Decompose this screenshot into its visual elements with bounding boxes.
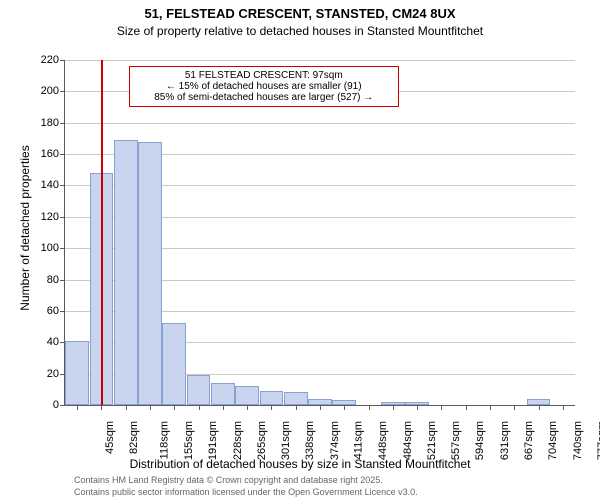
- annotation-line1: 51 FELSTEAD CRESCENT: 97sqm: [136, 70, 392, 81]
- footer-line1: Contains HM Land Registry data © Crown c…: [74, 475, 383, 485]
- xtick-mark: [150, 405, 151, 410]
- xtick-label: 521sqm: [426, 421, 438, 460]
- xtick-mark: [466, 405, 467, 410]
- xtick-mark: [539, 405, 540, 410]
- xtick-label: 191sqm: [207, 421, 219, 460]
- xtick-label: 667sqm: [523, 421, 535, 460]
- x-axis-label: Distribution of detached houses by size …: [0, 457, 600, 471]
- xtick-mark: [417, 405, 418, 410]
- xtick-label: 777sqm: [596, 421, 600, 460]
- annotation-line3: 85% of semi-detached houses are larger (…: [136, 92, 392, 103]
- xtick-mark: [174, 405, 175, 410]
- chart-container: 51, FELSTEAD CRESCENT, STANSTED, CM24 8U…: [0, 0, 600, 500]
- xtick-label: 118sqm: [158, 421, 170, 459]
- annotation-box: 51 FELSTEAD CRESCENT: 97sqm← 15% of deta…: [129, 66, 399, 107]
- histogram-bar: [211, 383, 235, 405]
- y-axis-label: Number of detached properties: [18, 128, 32, 328]
- histogram-bar: [114, 140, 138, 405]
- histogram-bar: [187, 375, 211, 405]
- xtick-mark: [247, 405, 248, 410]
- ytick-mark: [60, 60, 65, 61]
- annotation-line2: ← 15% of detached houses are smaller (91…: [136, 81, 392, 92]
- xtick-label: 338sqm: [305, 421, 317, 460]
- ytick-mark: [60, 91, 65, 92]
- xtick-label: 557sqm: [450, 421, 462, 460]
- xtick-mark: [393, 405, 394, 410]
- xtick-label: 228sqm: [232, 421, 244, 460]
- xtick-mark: [490, 405, 491, 410]
- xtick-label: 704sqm: [547, 421, 559, 460]
- xtick-label: 411sqm: [352, 421, 364, 459]
- xtick-mark: [126, 405, 127, 410]
- xtick-mark: [199, 405, 200, 410]
- xtick-mark: [320, 405, 321, 410]
- xtick-label: 301sqm: [280, 421, 292, 460]
- ytick-mark: [60, 280, 65, 281]
- xtick-label: 82sqm: [128, 421, 140, 454]
- xtick-mark: [101, 405, 102, 410]
- xtick-label: 740sqm: [572, 421, 584, 460]
- histogram-bar: [138, 142, 162, 405]
- ytick-mark: [60, 185, 65, 186]
- histogram-bar: [260, 391, 284, 405]
- histogram-bar: [65, 341, 89, 405]
- ytick-mark: [60, 217, 65, 218]
- xtick-label: 484sqm: [402, 421, 414, 460]
- xtick-mark: [223, 405, 224, 410]
- xtick-mark: [344, 405, 345, 410]
- xtick-label: 374sqm: [329, 421, 341, 460]
- plot-area: 02040608010012014016018020022045sqm82sqm…: [64, 60, 575, 406]
- xtick-label: 155sqm: [183, 421, 195, 460]
- xtick-label: 631sqm: [499, 421, 511, 460]
- xtick-mark: [514, 405, 515, 410]
- ytick-mark: [60, 123, 65, 124]
- histogram-bar: [235, 386, 259, 405]
- xtick-label: 594sqm: [475, 421, 487, 460]
- xtick-label: 448sqm: [377, 421, 389, 460]
- histogram-bar: [284, 392, 308, 405]
- xtick-label: 45sqm: [104, 421, 116, 454]
- gridline: [65, 123, 575, 124]
- ytick-mark: [60, 154, 65, 155]
- xtick-mark: [271, 405, 272, 410]
- chart-title-line1: 51, FELSTEAD CRESCENT, STANSTED, CM24 8U…: [0, 6, 600, 21]
- xtick-mark: [77, 405, 78, 410]
- xtick-mark: [563, 405, 564, 410]
- histogram-bar: [162, 323, 186, 405]
- xtick-mark: [369, 405, 370, 410]
- ytick-mark: [60, 311, 65, 312]
- footer-line2: Contains public sector information licen…: [74, 487, 418, 497]
- gridline: [65, 60, 575, 61]
- ytick-mark: [60, 405, 65, 406]
- xtick-mark: [296, 405, 297, 410]
- chart-title-line2: Size of property relative to detached ho…: [0, 24, 600, 38]
- ytick-mark: [60, 248, 65, 249]
- xtick-label: 265sqm: [256, 421, 268, 460]
- xtick-mark: [441, 405, 442, 410]
- property-marker-line: [101, 60, 103, 405]
